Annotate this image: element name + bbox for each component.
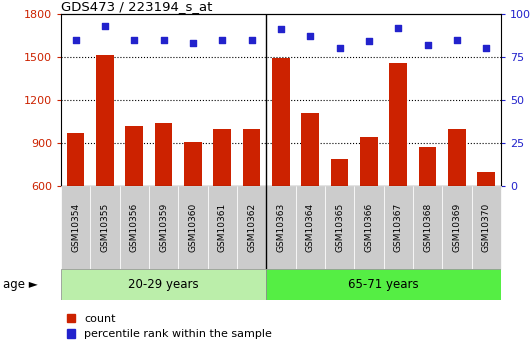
Bar: [390, 63, 407, 273]
Text: 65-71 years: 65-71 years: [348, 278, 419, 291]
Text: GSM10365: GSM10365: [335, 203, 344, 252]
Bar: [243, 129, 260, 273]
Bar: [331, 159, 348, 273]
Text: 20-29 years: 20-29 years: [128, 278, 199, 291]
Point: [365, 39, 373, 44]
Text: GSM10369: GSM10369: [453, 203, 461, 252]
Bar: [478, 172, 495, 273]
Bar: [384, 186, 413, 269]
Legend: count, percentile rank within the sample: count, percentile rank within the sample: [66, 314, 272, 339]
Bar: [237, 186, 266, 269]
Text: GSM10368: GSM10368: [423, 203, 432, 252]
Bar: [214, 129, 231, 273]
Bar: [61, 269, 266, 300]
Bar: [149, 186, 178, 269]
Point: [482, 46, 490, 51]
Point: [218, 37, 226, 42]
Text: GSM10361: GSM10361: [218, 203, 227, 252]
Bar: [272, 58, 290, 273]
Point: [394, 25, 402, 30]
Text: GSM10362: GSM10362: [247, 203, 256, 252]
Point: [101, 23, 109, 29]
Bar: [413, 186, 442, 269]
Bar: [96, 56, 114, 273]
Bar: [155, 123, 172, 273]
Bar: [448, 129, 466, 273]
Point: [189, 40, 197, 46]
Bar: [419, 148, 436, 273]
Bar: [442, 186, 472, 269]
Point: [130, 37, 138, 42]
Point: [423, 42, 432, 48]
Bar: [61, 186, 90, 269]
Text: GSM10360: GSM10360: [189, 203, 197, 252]
Bar: [90, 186, 120, 269]
Text: age ►: age ►: [3, 278, 38, 291]
Bar: [184, 142, 202, 273]
Text: GSM10366: GSM10366: [365, 203, 373, 252]
Bar: [266, 269, 501, 300]
Point: [160, 37, 168, 42]
Point: [248, 37, 256, 42]
Bar: [354, 186, 384, 269]
Bar: [178, 186, 208, 269]
Point: [453, 37, 461, 42]
Bar: [266, 186, 296, 269]
Text: GSM10363: GSM10363: [277, 203, 285, 252]
Text: GSM10364: GSM10364: [306, 203, 315, 252]
Bar: [296, 186, 325, 269]
Text: GDS473 / 223194_s_at: GDS473 / 223194_s_at: [61, 0, 213, 13]
Point: [277, 27, 285, 32]
Text: GSM10367: GSM10367: [394, 203, 403, 252]
Bar: [325, 186, 354, 269]
Text: GSM10356: GSM10356: [130, 203, 139, 252]
Text: GSM10354: GSM10354: [71, 203, 80, 252]
Bar: [67, 133, 84, 273]
Point: [72, 37, 80, 42]
Bar: [126, 126, 143, 273]
Bar: [360, 137, 378, 273]
Bar: [302, 113, 319, 273]
Text: GSM10370: GSM10370: [482, 203, 491, 252]
Point: [335, 46, 344, 51]
Point: [306, 33, 314, 39]
Bar: [120, 186, 149, 269]
Bar: [208, 186, 237, 269]
Text: GSM10355: GSM10355: [101, 203, 109, 252]
Bar: [472, 186, 501, 269]
Text: GSM10359: GSM10359: [159, 203, 168, 252]
